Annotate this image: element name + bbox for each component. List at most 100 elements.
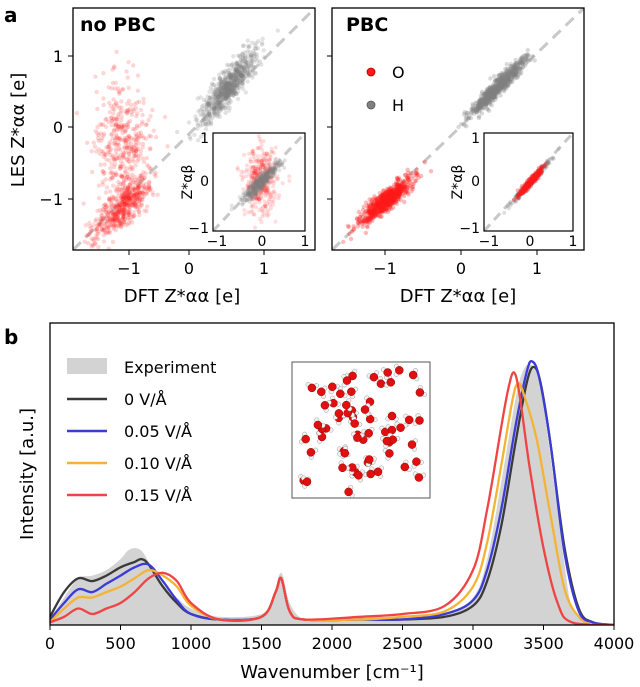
point-o [154,134,159,140]
point-h [218,97,224,102]
point-h [515,69,520,75]
point-o [256,167,261,172]
point-o [260,177,265,182]
point-h [239,68,245,73]
point-h [280,160,285,165]
point-o [124,196,129,202]
point-h [224,85,229,91]
point-h [231,64,237,70]
point-h [258,186,263,191]
point-h [204,122,210,128]
point-h [232,78,237,84]
point-o [263,165,268,170]
point-o [261,172,266,177]
point-h [268,170,273,175]
point-o [273,192,278,197]
point-h [201,118,206,124]
point-o [117,207,122,212]
point-h [273,166,277,171]
point-o [137,189,142,195]
point-h [496,82,501,88]
point-h [236,65,241,70]
point-h [232,84,237,89]
point-h [212,106,217,111]
point-o [428,169,434,174]
point-h [263,175,268,180]
point-o [139,185,145,191]
point-o [122,210,127,216]
point-h [502,76,507,82]
point-o [134,191,140,196]
point-o [108,139,113,144]
point-o [247,151,252,156]
point-o [124,125,130,130]
point-h [224,80,229,86]
point-o [116,136,121,141]
point-o [136,131,142,136]
point-h [265,173,270,177]
point-o [253,168,258,173]
point-h [216,94,221,100]
point-h [252,182,257,187]
point-o [119,196,125,201]
point-o [140,197,145,203]
point-h [254,188,259,193]
point-h [247,184,252,189]
point-o [254,196,259,201]
point-o [253,164,258,169]
point-h [221,86,226,91]
point-o [258,173,263,178]
point-h [249,196,253,201]
point-o [113,149,119,154]
point-o [277,193,282,198]
point-h [230,83,235,88]
point-h [218,93,223,98]
point-h [218,90,223,96]
point-h [240,56,245,61]
point-o [119,193,125,198]
x-axis: −1 0 1 [117,250,269,278]
point-o [112,216,118,221]
point-o [266,212,271,217]
point-h [260,178,265,183]
point-o [134,133,139,138]
point-o [138,173,144,179]
point-o [102,221,107,226]
point-o [129,175,134,180]
point-h [240,75,246,80]
point-o [93,128,98,134]
point-h [247,191,252,196]
point-o [261,183,265,188]
point-o [136,177,142,182]
point-o [131,63,136,68]
point-o [113,146,119,151]
point-o [253,192,258,197]
point-o [114,172,119,177]
point-o [107,210,112,215]
point-o [254,173,259,178]
point-h [268,165,273,170]
point-o [111,223,117,228]
point-h [201,117,206,122]
point-o [126,185,131,190]
point-h [254,178,259,183]
point-o [96,132,101,138]
point-h [251,59,256,64]
point-h [201,109,206,115]
point-o [105,229,110,235]
point-h [231,72,236,77]
point-h [259,178,263,183]
point-h [230,79,236,84]
point-h [218,80,224,85]
point-h [504,70,509,75]
point-o [108,165,113,171]
point-o [126,98,132,104]
point-o [111,111,116,116]
point-h [227,91,233,96]
point-h [250,193,255,198]
point-h [246,186,251,191]
point-o [269,194,274,199]
point-h [246,43,251,49]
point-h [250,72,255,78]
point-o [118,210,123,215]
